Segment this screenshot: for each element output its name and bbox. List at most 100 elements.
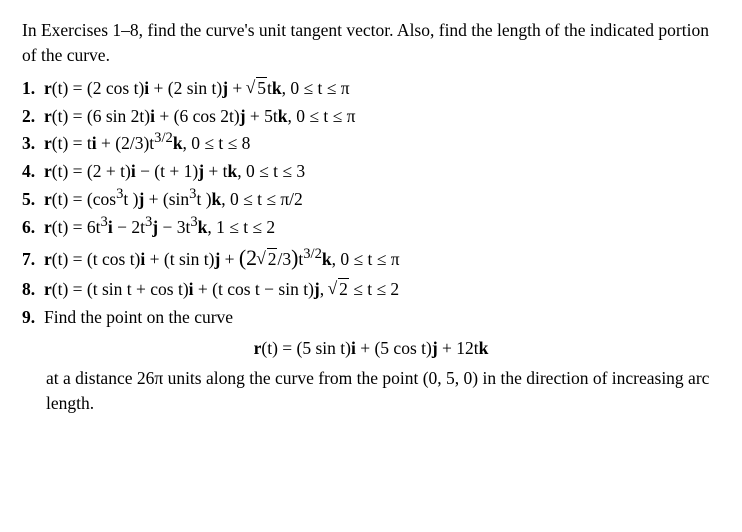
exercise-2: 2. r(t) = (6 sin 2t)i + (6 cos 2t)j + 5t… [22, 104, 720, 129]
of-t: (t) = [52, 217, 87, 237]
term: (cos [87, 189, 116, 209]
exercise-number: 1. [22, 76, 44, 101]
of-t: (t) = [52, 279, 87, 299]
term: (2 cos t) [87, 78, 144, 98]
r: r [44, 161, 52, 181]
term: − 2t [113, 217, 145, 237]
term: + (2 sin t) [149, 78, 222, 98]
of-t: (t) = [52, 133, 87, 153]
frac: /3 [277, 249, 291, 269]
range: , 0 ≤ t ≤ 3 [237, 161, 305, 181]
range: , 0 ≤ t ≤ π/2 [221, 189, 303, 209]
equation: r(t) = 6t3i − 2t3j − 3t3k, 1 ≤ t ≤ 2 [44, 215, 275, 240]
exercise-9-equation: r(t) = (5 sin t)i + (5 cos t)j + 12tk [22, 336, 720, 361]
term: − (t + 1) [136, 161, 199, 181]
term: (t cos t) [87, 249, 140, 269]
lparen: (2 [239, 246, 257, 270]
of-t: (t) = [52, 78, 87, 98]
exercise-3: 3. r(t) = ti + (2/3)t3/2k, 0 ≤ t ≤ 8 [22, 131, 720, 156]
range: , 0 ≤ t ≤ π [282, 78, 350, 98]
exercise-number: 8. [22, 277, 44, 302]
exp: 3/2 [303, 246, 322, 262]
exp: 3 [101, 214, 108, 230]
k-vec: k [228, 161, 238, 181]
term: (2 + t) [87, 161, 131, 181]
equation: r(t) = ti + (2/3)t3/2k, 0 ≤ t ≤ 8 [44, 131, 250, 156]
r: r [44, 249, 52, 269]
k-vec: k [212, 189, 222, 209]
range: , 0 ≤ t ≤ 8 [183, 133, 251, 153]
equation: r(t) = (2 cos t)i + (2 sin t)j + 5tk, 0 … [44, 76, 350, 101]
exercise-number: 6. [22, 215, 44, 240]
exercise-6: 6. r(t) = 6t3i − 2t3j − 3t3k, 1 ≤ t ≤ 2 [22, 215, 720, 240]
term: (5 sin t) [297, 338, 351, 358]
r: r [44, 106, 52, 126]
intro-text: In Exercises 1–8, find the curve's unit … [22, 18, 720, 68]
term: + (t cos t − sin t) [194, 279, 314, 299]
exercise-9-intro: Find the point on the curve [44, 305, 233, 330]
sqrt-body: 2 [267, 248, 278, 269]
term: + (t sin t) [145, 249, 214, 269]
of-t: (t) = [52, 106, 87, 126]
k-vec: k [278, 106, 288, 126]
exercise-7: 7. r(t) = (t cos t)i + (t sin t)j + (22/… [22, 243, 720, 274]
of-t: (t) = [52, 249, 87, 269]
exercise-8: 8. r(t) = (t sin t + cos t)i + (t cos t … [22, 277, 720, 302]
term: 6t [87, 217, 101, 237]
range: ≤ t ≤ 2 [349, 279, 399, 299]
term: t ) [196, 189, 211, 209]
sqrt-icon: 2 [328, 277, 348, 302]
equation: r(t) = (2 + t)i − (t + 1)j + tk, 0 ≤ t ≤… [44, 159, 305, 184]
term: + (2/3)t [97, 133, 155, 153]
exercise-number: 2. [22, 104, 44, 129]
of-t: (t) = [261, 338, 296, 358]
sqrt-icon: 5 [247, 76, 267, 101]
of-t: (t) = [52, 161, 87, 181]
equation: r(t) = (t cos t)i + (t sin t)j + (22/3)t… [44, 243, 400, 274]
term: (6 sin 2t) [87, 106, 150, 126]
k-vec: k [322, 249, 332, 269]
r: r [44, 78, 52, 98]
exercise-list: 1. r(t) = (2 cos t)i + (2 sin t)j + 5tk,… [22, 76, 720, 416]
range: , 0 ≤ t ≤ π [332, 249, 400, 269]
term: + t [204, 161, 227, 181]
exp: 3/2 [154, 131, 173, 147]
range: , 0 ≤ t ≤ π [288, 106, 356, 126]
exercise-number: 3. [22, 131, 44, 156]
exercise-number: 7. [22, 247, 44, 272]
exp: 3 [190, 214, 197, 230]
k-vec: k [198, 217, 208, 237]
sqrt-icon: 2 [257, 247, 277, 272]
term: − 3t [158, 217, 190, 237]
exercise-4: 4. r(t) = (2 + t)i − (t + 1)j + tk, 0 ≤ … [22, 159, 720, 184]
equation: r(t) = (t sin t + cos t)i + (t cos t − s… [44, 277, 399, 302]
sqrt-body: 5 [256, 77, 267, 98]
exercise-1: 1. r(t) = (2 cos t)i + (2 sin t)j + 5tk,… [22, 76, 720, 101]
term: + (5 cos t) [356, 338, 432, 358]
r: r [44, 279, 52, 299]
exercise-number: 9. [22, 305, 44, 330]
plus: + [220, 249, 239, 269]
term: t ) [123, 189, 138, 209]
plus: + [228, 78, 247, 98]
exercise-5: 5. r(t) = (cos3t )j + (sin3t )k, 0 ≤ t ≤… [22, 187, 720, 212]
term: (t sin t + cos t) [87, 279, 189, 299]
k-vec: k [479, 338, 489, 358]
range: , 1 ≤ t ≤ 2 [207, 217, 275, 237]
of-t: (t) = [52, 189, 87, 209]
sqrt-body: 2 [338, 278, 349, 299]
k-vec: k [173, 133, 183, 153]
equation: r(t) = (cos3t )j + (sin3t )k, 0 ≤ t ≤ π/… [44, 187, 303, 212]
exercise-9: 9. Find the point on the curve [22, 305, 720, 330]
r: r [44, 133, 52, 153]
term: + (6 cos 2t) [155, 106, 240, 126]
k-vec: k [272, 78, 282, 98]
r: r [44, 189, 52, 209]
exercise-9-after: at a distance 26π units along the curve … [46, 366, 720, 416]
term: + 12t [438, 338, 479, 358]
exercise-number: 5. [22, 187, 44, 212]
term: + (sin [144, 189, 189, 209]
r: r [44, 217, 52, 237]
equation: r(t) = (6 sin 2t)i + (6 cos 2t)j + 5tk, … [44, 104, 355, 129]
term: + 5t [246, 106, 278, 126]
